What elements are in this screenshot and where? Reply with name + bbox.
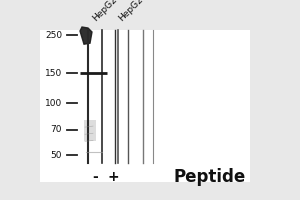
Text: 250: 250 [45,30,62,40]
Text: 50: 50 [50,150,62,160]
Polygon shape [80,27,92,44]
Text: HepG2: HepG2 [91,0,119,23]
Text: Peptide: Peptide [174,168,246,186]
Bar [84,120,96,141]
Text: 70: 70 [50,125,62,134]
Text: HepG2: HepG2 [117,0,145,23]
Text: 100: 100 [45,99,62,108]
Text: +: + [107,170,119,184]
Bar [40,30,250,182]
Text: -: - [92,170,98,184]
Text: 150: 150 [45,69,62,78]
